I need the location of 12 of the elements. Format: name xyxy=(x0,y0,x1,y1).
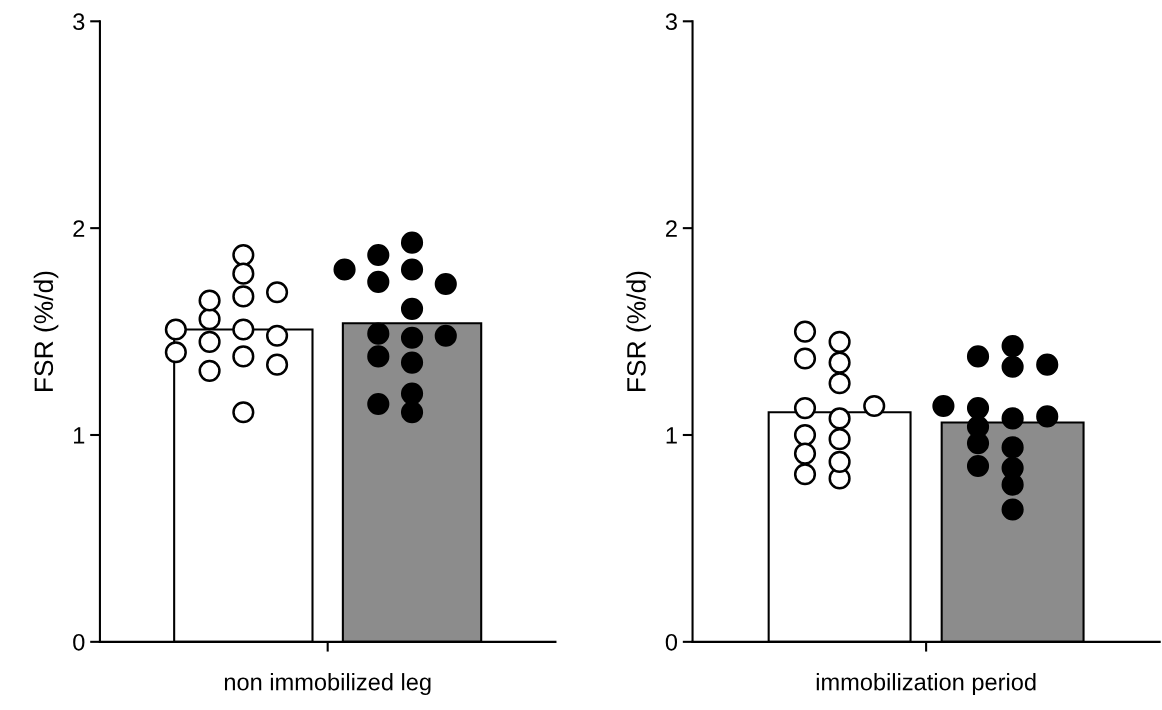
y-tick-label: 1 xyxy=(666,427,677,444)
y-tick-label: 0 xyxy=(665,633,678,651)
y-tick-label: 2 xyxy=(73,220,85,237)
y-tick-label: 1 xyxy=(74,427,85,444)
y-tick-label: 3 xyxy=(665,13,677,31)
y-axis-title: FSR (%/d) xyxy=(626,271,651,391)
x-axis-title: immobilization period xyxy=(816,673,1036,696)
x-axis-title: non immobilized leg xyxy=(224,673,431,696)
y-tick-label: 3 xyxy=(73,13,85,31)
y-tick-label: 2 xyxy=(666,220,677,237)
y-tick-label: 0 xyxy=(73,633,85,651)
y-axis-title: FSR (%/d) xyxy=(33,271,59,391)
